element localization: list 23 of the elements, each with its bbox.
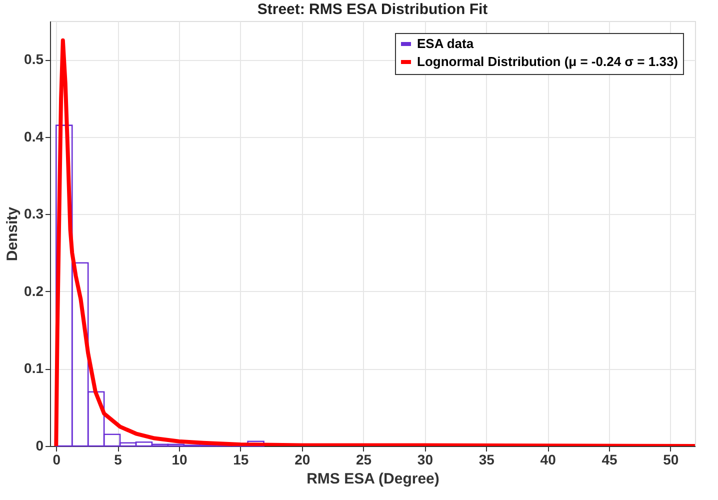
y-tick-label: 0.1 <box>24 360 44 376</box>
y-tick-label: 0 <box>36 438 44 454</box>
x-axis-title: RMS ESA (Degree) <box>306 470 440 488</box>
x-tick-label: 50 <box>663 452 679 468</box>
x-tick-label: 40 <box>540 452 556 468</box>
x-tick-label: 45 <box>602 452 618 468</box>
x-tick-label: 0 <box>52 452 61 468</box>
y-tick-label: 0.5 <box>24 51 44 68</box>
y-tick-label: 0.2 <box>24 282 44 299</box>
y-tick-label: 0.4 <box>24 128 44 144</box>
legend-label: Lognormal Distribution (μ = -0.24 σ = 1.33) <box>417 54 678 69</box>
x-tick-label: 15 <box>233 452 249 468</box>
legend-label: ESA data <box>417 36 474 51</box>
x-tick-label: 5 <box>114 452 122 468</box>
chart-title: Street: RMS ESA Distribution Fit <box>257 1 488 18</box>
x-tick-label: 30 <box>417 452 434 468</box>
x-tick-label: 20 <box>294 452 310 468</box>
x-tick-label: 10 <box>172 452 188 468</box>
x-tick-label: 25 <box>356 452 372 468</box>
line-series <box>54 38 695 446</box>
x-tick-label: 35 <box>478 452 495 468</box>
y-tick-label: 0.3 <box>24 206 44 222</box>
y-axis-title: Density <box>4 206 22 262</box>
